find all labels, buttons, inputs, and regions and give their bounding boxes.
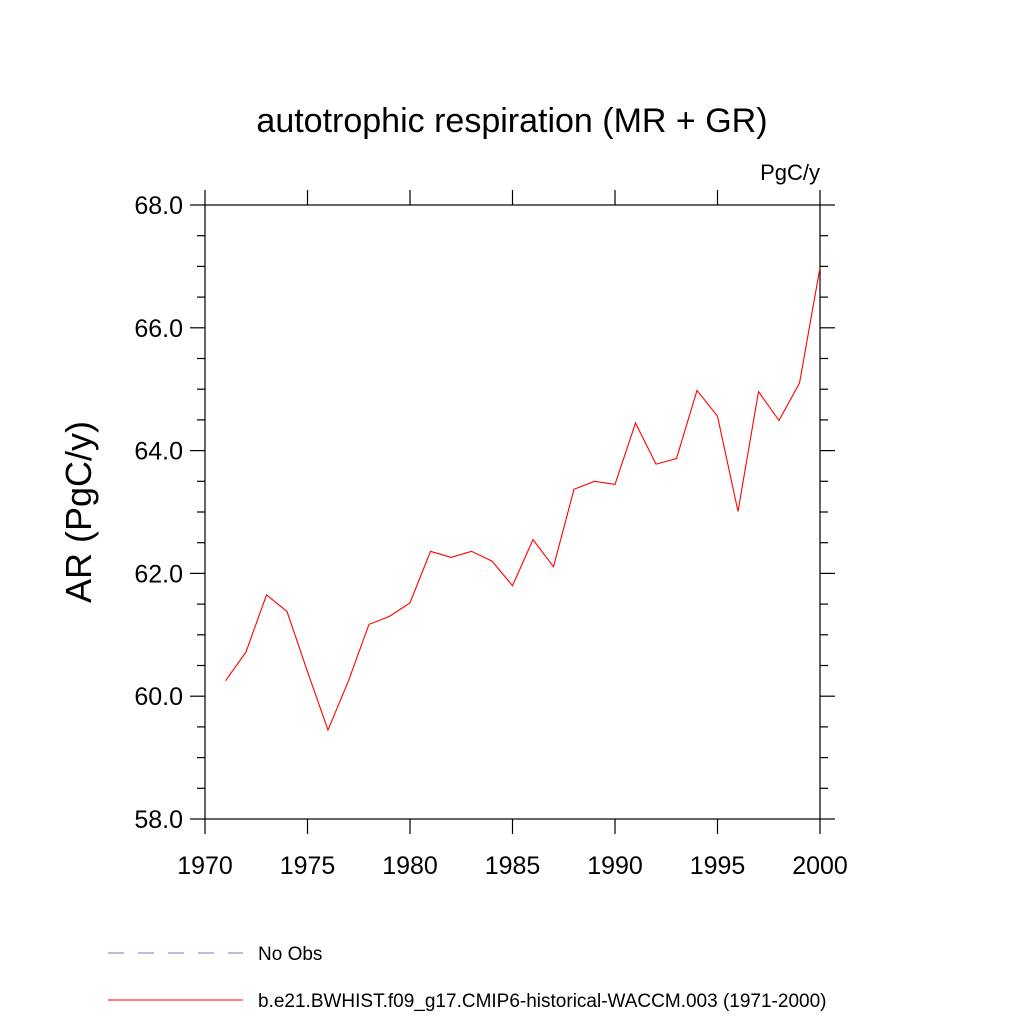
series-line [225, 267, 821, 732]
data-point [594, 481, 595, 482]
x-tick-label: 1995 [690, 852, 746, 880]
data-point [225, 680, 226, 681]
x-tick-label: 1980 [382, 852, 438, 880]
x-tick-label: 1985 [485, 852, 541, 880]
legend: No Obs b.e21.BWHIST.f09_g17.CMIP6-histori… [108, 944, 826, 1012]
tick-labels: 1970 1975 1980 1985 1990 1995 2000 58.0 60.0 62.0… [134, 192, 847, 880]
data-point [717, 416, 718, 417]
data-point [819, 267, 820, 268]
data-point [553, 566, 554, 567]
data-point [512, 585, 513, 586]
data-point [799, 382, 800, 383]
data-point [696, 390, 697, 391]
chart-title: autotrophic respiration (MR + GR) [256, 102, 767, 140]
x-tick-label: 1970 [177, 852, 233, 880]
y-axis-label: AR (PgC/y) [58, 421, 99, 603]
data-point [655, 464, 656, 465]
y-tick-label: 62.0 [134, 560, 183, 588]
axis-ticks [190, 190, 835, 834]
data-point [737, 511, 738, 512]
x-tick-label: 2000 [792, 852, 848, 880]
legend-label: b.e21.BWHIST.f09_g17.CMIP6-historical-WA… [258, 991, 826, 1012]
data-point [614, 484, 615, 485]
units-label: PgC/y [760, 160, 820, 185]
y-tick-label: 64.0 [134, 438, 183, 466]
data-point [327, 729, 328, 730]
data-point [389, 616, 390, 617]
data-point [307, 671, 308, 672]
y-tick-label: 66.0 [134, 315, 183, 343]
data-point [676, 458, 677, 459]
data-point [245, 651, 246, 652]
data-point [286, 611, 287, 612]
data-point [409, 602, 410, 603]
axes [204, 204, 821, 820]
y-tick-label: 68.0 [134, 192, 183, 220]
x-tick-label: 1975 [280, 852, 336, 880]
data-point [471, 551, 472, 552]
data-point [635, 422, 636, 423]
data-point [758, 391, 759, 392]
x-tick-label: 1990 [587, 852, 643, 880]
data-point [778, 420, 779, 421]
series-layer [225, 267, 821, 732]
data-point [368, 624, 369, 625]
plot-frame [204, 204, 821, 820]
data-point [348, 680, 349, 681]
legend-label: No Obs [258, 944, 322, 965]
data-point [532, 539, 533, 540]
data-point [491, 561, 492, 562]
y-tick-label: 60.0 [134, 683, 183, 711]
data-point [450, 557, 451, 558]
data-point [573, 489, 574, 490]
data-point [430, 551, 431, 552]
data-point [266, 594, 267, 595]
y-tick-label: 58.0 [134, 806, 183, 834]
